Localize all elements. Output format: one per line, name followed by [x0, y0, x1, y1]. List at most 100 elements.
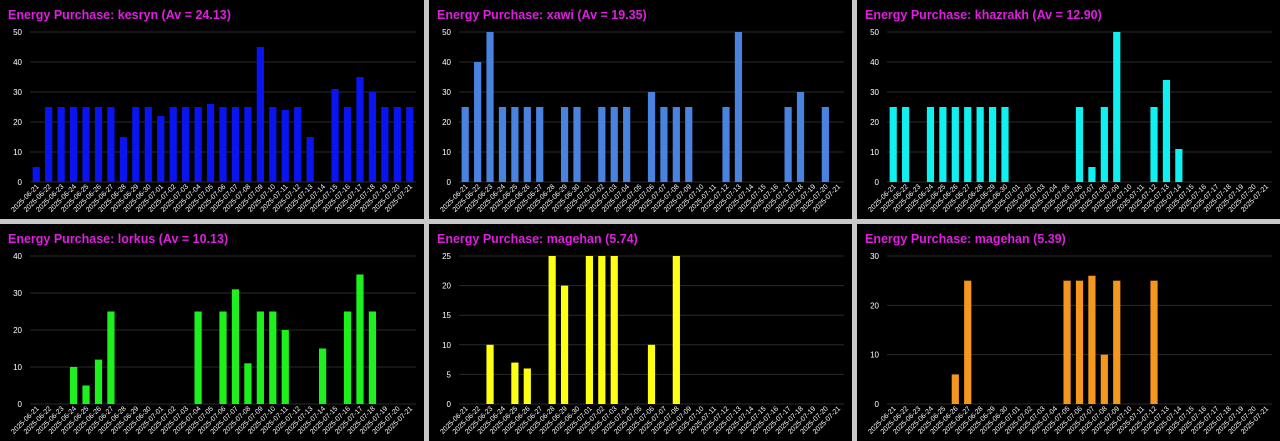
bar [107, 107, 115, 182]
bar [256, 47, 264, 182]
bar [294, 107, 302, 182]
bar [647, 344, 656, 404]
bar [1113, 32, 1121, 182]
bar [406, 107, 414, 182]
bar [144, 107, 152, 182]
bar [722, 107, 730, 182]
bar [1113, 280, 1121, 404]
bar [964, 280, 972, 404]
y-tick-label: 20 [442, 118, 451, 127]
bar [319, 348, 327, 404]
bar [244, 363, 252, 404]
chart-title: Energy Purchase: lorkus (Av = 10.13) [8, 232, 229, 246]
bar [69, 107, 78, 182]
bar [610, 107, 618, 182]
bar [784, 107, 792, 182]
bar [511, 107, 519, 182]
chart-panel-kesryn: Energy Purchase: kesryn (Av = 24.13) 0 10… [0, 0, 424, 219]
bar [1100, 354, 1108, 404]
bar [107, 311, 115, 404]
bar [94, 359, 103, 404]
bar [573, 107, 581, 182]
bar [672, 107, 680, 182]
bar [585, 256, 594, 404]
bar [964, 107, 972, 182]
y-tick-label: 30 [13, 289, 22, 298]
bar [976, 107, 984, 182]
y-tick-label: 30 [442, 88, 451, 97]
bar [902, 107, 910, 182]
y-tick-label: 0 [875, 400, 880, 409]
chart-title: Energy Purchase: magehan (5.74) [437, 232, 638, 246]
bar [821, 107, 829, 182]
bar [647, 92, 656, 182]
y-tick-label: 0 [447, 178, 452, 187]
bar [231, 107, 240, 182]
bar [381, 107, 389, 182]
bar [219, 311, 227, 404]
bar [69, 367, 78, 404]
bar [1001, 107, 1009, 182]
y-tick-label: 20 [13, 118, 22, 127]
y-tick-label: 30 [13, 88, 22, 97]
bar [660, 107, 668, 182]
bar [343, 311, 352, 404]
bar [194, 311, 202, 404]
bar [82, 385, 90, 404]
chart-panel-magehan-2: Energy Purchase: magehan (5.39) 0 10 20 30 2… [857, 224, 1280, 441]
y-tick-label: 20 [870, 118, 879, 127]
y-tick-label: 10 [13, 363, 22, 372]
y-tick-label: 5 [447, 370, 452, 379]
y-tick-label: 30 [870, 88, 879, 97]
y-tick-label: 20 [442, 282, 451, 291]
bar [256, 311, 264, 404]
bar [461, 107, 469, 182]
bar [523, 368, 531, 404]
bar [511, 362, 519, 404]
bar [219, 107, 227, 182]
y-tick-label: 50 [870, 28, 879, 37]
bar [281, 110, 289, 182]
bar [1088, 275, 1096, 404]
bar [82, 107, 90, 182]
bar [536, 107, 544, 182]
bar [1063, 280, 1071, 404]
y-tick-label: 20 [13, 326, 22, 335]
bar [281, 330, 289, 404]
bar [368, 311, 377, 404]
chart-panel-magehan-1: Energy Purchase: magehan (5.74) 0 5 10 15 20… [429, 224, 852, 441]
bar [486, 32, 494, 182]
bar [988, 107, 997, 182]
bar [560, 107, 569, 182]
bar [231, 289, 240, 404]
bar [182, 107, 190, 182]
bar [32, 167, 40, 182]
bar-chart-magehan-2: 01020302025-06-212025-06-222025-06-23202… [867, 252, 1272, 436]
y-tick-label: 40 [870, 58, 879, 67]
bar [169, 107, 177, 182]
bar [269, 311, 277, 404]
bar [523, 107, 531, 182]
bar [672, 256, 680, 404]
bar [474, 62, 482, 182]
bar [939, 107, 947, 182]
bar [610, 256, 618, 404]
y-tick-label: 30 [870, 252, 879, 261]
bar [498, 107, 507, 182]
bar [393, 107, 401, 182]
y-tick-label: 15 [442, 311, 451, 320]
bar [94, 107, 103, 182]
bar [1150, 280, 1158, 404]
bar [1088, 167, 1096, 182]
y-tick-label: 40 [13, 58, 22, 67]
y-tick-label: 0 [18, 178, 23, 187]
chart-panel-lorkus: Energy Purchase: lorkus (Av = 10.13) 0 10… [0, 224, 424, 441]
bar [57, 107, 65, 182]
bar [306, 137, 314, 182]
bar [951, 374, 959, 404]
bar [926, 107, 935, 182]
chart-title: Energy Purchase: kesryn (Av = 24.13) [8, 8, 231, 22]
bar [796, 92, 805, 182]
bar [132, 107, 140, 182]
y-tick-label: 0 [447, 400, 452, 409]
